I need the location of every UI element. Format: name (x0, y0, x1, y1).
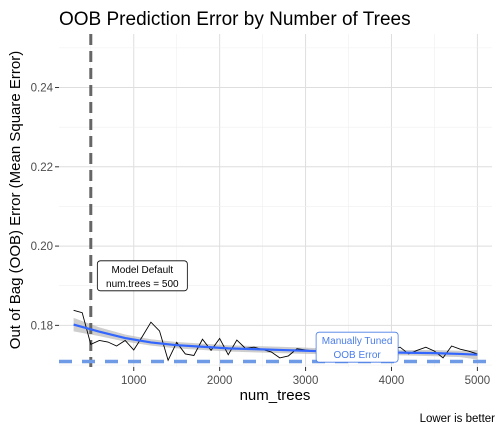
x-axis-ticks: 1000 2000 3000 4000 5000 (121, 367, 490, 387)
annotation-label: Model Default num.trees = 500 (96, 260, 188, 292)
y-axis-ticks: 0.18 0.20 0.22 0.24 (31, 83, 59, 332)
x-tick-label: 5000 (465, 375, 491, 387)
plot-panel (59, 34, 492, 367)
annotation-text: num.trees = 500 (106, 279, 179, 290)
annotation-box (96, 260, 188, 292)
x-axis-title: num_trees (240, 387, 311, 404)
x-tick-label: 2000 (207, 375, 233, 387)
confidence-band (73, 317, 478, 360)
smoothed-trend-line (73, 323, 478, 356)
annotation-text: OOB Error (333, 350, 381, 361)
y-tick-label: 0.22 (31, 162, 53, 174)
y-tick-label: 0.20 (31, 241, 53, 253)
annotation-label: Manually Tuned OOB Error (315, 331, 399, 363)
confidence-band-area (73, 317, 478, 360)
x-tick-label: 1000 (121, 375, 147, 387)
chart-caption: Lower is better (420, 413, 496, 425)
chart-title: OOB Prediction Error by Number of Trees (59, 9, 411, 30)
x-tick-label: 3000 (293, 375, 319, 387)
annotation-text: Manually Tuned (322, 336, 393, 347)
y-tick-label: 0.24 (31, 83, 54, 95)
annotation-layer: Model Default num.trees = 500 Manually Tun… (96, 260, 399, 363)
x-tick-label: 4000 (379, 375, 405, 387)
grid (59, 34, 492, 367)
y-axis-title: Out of Bag (OOB) Error (Mean Square Erro… (7, 51, 24, 349)
y-tick-label: 0.18 (31, 320, 53, 332)
series-layer (73, 309, 478, 362)
annotation-text: Model Default (111, 265, 173, 276)
annotation-box (315, 331, 399, 363)
